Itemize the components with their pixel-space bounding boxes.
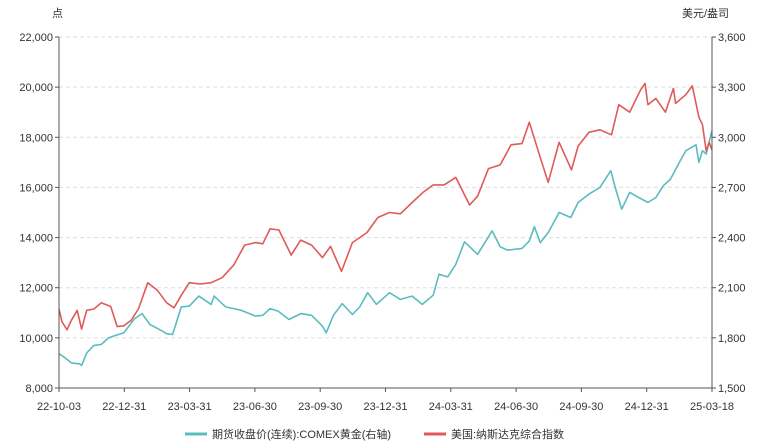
right-tick-label: 2,700	[718, 182, 746, 194]
right-tick-label: 3,000	[718, 132, 746, 144]
x-tick-label: 22-12-31	[102, 401, 146, 413]
right-tick-label: 2,400	[718, 233, 746, 245]
x-tick-label: 24-12-31	[625, 401, 669, 413]
legend-label: 期货收盘价(连续):COMEX黄金(右轴)	[212, 427, 391, 441]
x-tick-label: 24-09-30	[559, 401, 603, 413]
grid-lines	[59, 36, 712, 339]
right-tick-label: 1,500	[718, 383, 746, 395]
series-lines	[58, 82, 713, 367]
right-tick-label: 2,100	[718, 283, 746, 295]
tick-labels: 8,000 10,000 12,000 14,000 16,000 18,000 20,00…	[19, 32, 745, 413]
x-tick-label: 23-06-30	[233, 401, 277, 413]
axes	[55, 36, 716, 392]
legend: 期货收盘价(连续):COMEX黄金(右轴) 美国:纳斯达克综合指数	[185, 427, 564, 441]
left-tick-label: 16,000	[19, 182, 53, 194]
x-tick-label: 24-06-30	[494, 401, 538, 413]
left-axis-unit: 点	[52, 7, 63, 20]
legend-label: 美国:纳斯达克综合指数	[451, 427, 564, 441]
series-line-nasdaq	[58, 82, 713, 331]
left-tick-label: 20,000	[19, 82, 53, 94]
left-tick-label: 12,000	[19, 283, 53, 295]
left-tick-label: 14,000	[19, 233, 53, 245]
right-tick-label: 3,600	[718, 32, 746, 44]
left-tick-label: 8,000	[25, 383, 53, 395]
left-tick-label: 18,000	[19, 132, 53, 144]
x-tick-label: 23-12-31	[363, 401, 407, 413]
right-axis-unit: 美元/盎司	[682, 6, 729, 20]
left-tick-label: 22,000	[19, 32, 53, 44]
x-tick-label: 22-10-03	[37, 401, 81, 413]
x-tick-label: 25-03-18	[690, 401, 734, 413]
series-line-comex-gold	[58, 130, 713, 367]
x-tick-label: 23-09-30	[298, 401, 342, 413]
left-tick-label: 10,000	[19, 333, 53, 345]
right-tick-label: 1,800	[718, 333, 746, 345]
right-tick-label: 3,300	[718, 82, 746, 94]
x-tick-label: 24-03-31	[429, 401, 473, 413]
x-tick-label: 23-03-31	[168, 401, 212, 413]
